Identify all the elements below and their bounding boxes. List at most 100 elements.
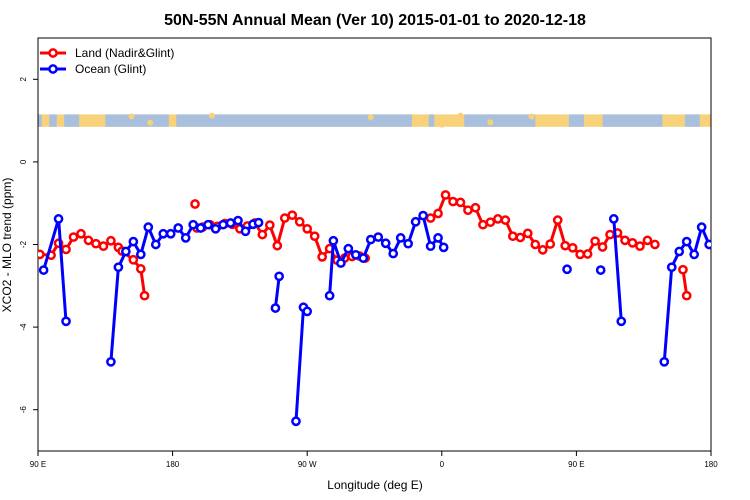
series-line xyxy=(612,218,623,322)
data-point xyxy=(659,356,670,367)
data-point xyxy=(575,249,585,260)
chart-title: 50N-55N Annual Mean (Ver 10) 2015-01-01 … xyxy=(164,12,586,29)
data-point xyxy=(438,242,449,253)
data-point xyxy=(500,215,511,225)
data-point xyxy=(121,246,131,257)
data-point xyxy=(608,214,619,224)
strip-land-patch xyxy=(457,112,464,119)
strip-ocean xyxy=(38,114,42,127)
data-point xyxy=(620,235,630,246)
data-point xyxy=(158,228,169,239)
data-point xyxy=(678,264,688,275)
data-point xyxy=(515,232,526,243)
data-point xyxy=(135,249,146,260)
data-point xyxy=(522,228,533,239)
data-point xyxy=(188,219,199,230)
x-tick-label: 180 xyxy=(704,460,718,469)
data-point xyxy=(485,217,496,228)
data-point xyxy=(350,249,361,260)
data-point xyxy=(425,213,436,223)
data-point xyxy=(681,290,692,301)
data-point xyxy=(719,230,726,237)
data-point xyxy=(210,223,221,234)
data-point xyxy=(38,265,49,275)
data-point xyxy=(395,233,406,243)
data-point xyxy=(165,228,176,239)
data-point xyxy=(143,222,154,233)
data-point xyxy=(180,233,191,243)
series-layer xyxy=(38,190,726,427)
data-point xyxy=(388,248,399,259)
data-point xyxy=(403,238,413,249)
data-point xyxy=(343,243,354,254)
data-point xyxy=(336,258,346,268)
strip-ocean xyxy=(176,114,412,127)
strip-ocean xyxy=(105,114,169,127)
strip-ocean xyxy=(602,114,663,127)
strip-ocean xyxy=(684,114,700,127)
data-point xyxy=(463,205,473,216)
data-point xyxy=(616,316,627,327)
x-tick-label: 90 E xyxy=(30,460,46,469)
data-point xyxy=(135,264,146,274)
data-point xyxy=(433,233,443,243)
data-point xyxy=(567,242,578,253)
x-tick-label: 0 xyxy=(440,460,445,469)
data-point xyxy=(562,264,572,275)
series-line xyxy=(273,276,281,309)
legend-label: Land (Nadir&Glint) xyxy=(75,46,174,60)
data-point xyxy=(76,228,86,239)
data-point xyxy=(106,356,116,367)
x-axis-label: Longitude (deg E) xyxy=(327,478,422,492)
data-point xyxy=(38,249,45,260)
strip-ocean xyxy=(428,114,435,127)
data-point xyxy=(61,244,71,255)
data-point xyxy=(106,235,116,246)
data-point xyxy=(68,232,79,242)
data-point xyxy=(582,249,593,259)
data-point xyxy=(642,235,653,246)
data-point xyxy=(627,237,638,248)
x-axis: 90 E 180 90 W 0 90 E 180 xyxy=(30,451,718,469)
data-point xyxy=(91,238,101,249)
strip-ocean xyxy=(64,114,80,127)
data-point xyxy=(302,306,313,317)
data-point xyxy=(590,236,600,247)
data-point xyxy=(150,239,161,250)
strip-land-patch xyxy=(487,119,494,126)
data-point xyxy=(98,241,109,252)
x-tick-label: 180 xyxy=(166,460,180,469)
data-point xyxy=(83,235,94,246)
y-axis: 2 0 -2 -4 -6 xyxy=(19,77,38,414)
data-point xyxy=(218,219,228,230)
data-point xyxy=(324,290,335,301)
data-point xyxy=(225,218,236,228)
data-point xyxy=(507,231,518,242)
y-tick-label: 0 xyxy=(19,159,28,164)
y-tick-label: -6 xyxy=(19,406,28,414)
data-point xyxy=(309,231,320,242)
data-point xyxy=(203,219,213,230)
data-point xyxy=(291,416,301,427)
data-point xyxy=(696,222,707,233)
y-tick-label: -2 xyxy=(19,240,28,248)
series-line xyxy=(294,305,309,422)
data-point xyxy=(264,220,275,230)
x-tick-label: 90 E xyxy=(568,460,584,469)
data-point xyxy=(274,271,285,282)
strip-land-patch xyxy=(128,113,135,120)
y-tick-label: -4 xyxy=(19,323,28,331)
data-point xyxy=(173,223,184,233)
data-point xyxy=(365,234,376,245)
data-point xyxy=(53,214,64,224)
data-point xyxy=(128,254,139,265)
x-tick-label: 90 W xyxy=(298,460,317,469)
data-point xyxy=(470,202,481,213)
data-point xyxy=(257,229,268,240)
data-point xyxy=(418,210,428,221)
data-point xyxy=(287,210,298,221)
y-tick-label: 2 xyxy=(19,77,28,82)
data-point xyxy=(440,190,451,200)
data-point xyxy=(328,235,339,246)
